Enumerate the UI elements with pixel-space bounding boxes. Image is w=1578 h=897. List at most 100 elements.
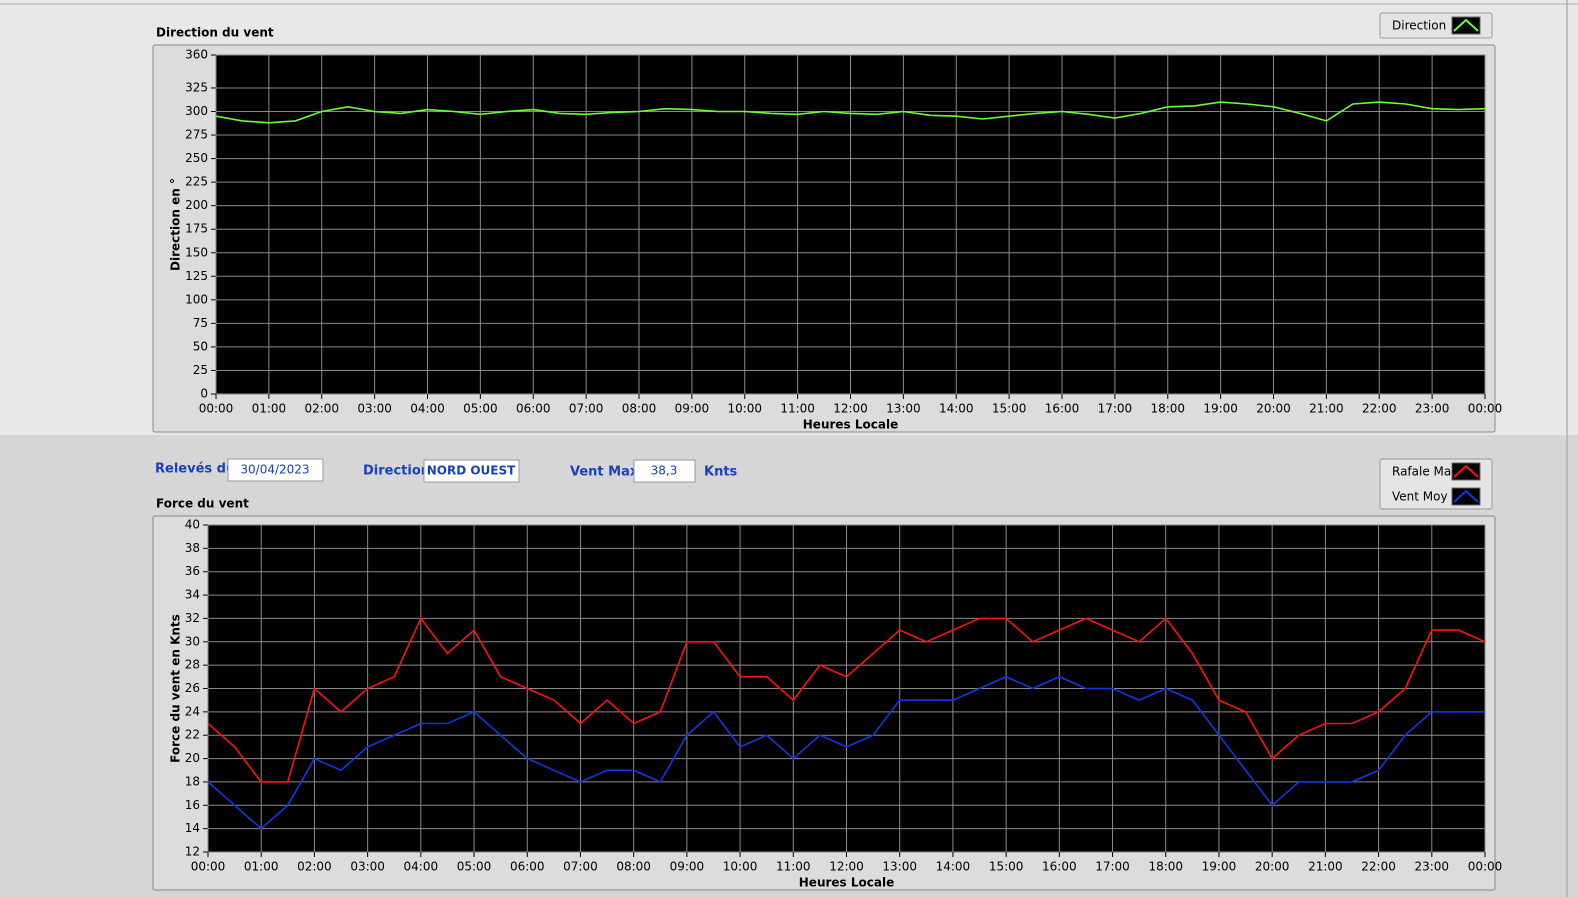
date-field[interactable] (227, 458, 324, 482)
y-tick-label: 30 (185, 634, 200, 648)
y-tick-label: 75 (193, 316, 208, 330)
x-tick-label: 13:00 (882, 860, 917, 874)
x-tick-label: 00:00 (191, 860, 226, 874)
x-tick-label: 18:00 (1148, 860, 1183, 874)
x-tick-label: 02:00 (297, 860, 332, 874)
vent-max-label: Vent Max (570, 465, 639, 480)
y-tick-label: 22 (185, 728, 200, 742)
x-tick-label: 12:00 (829, 860, 864, 874)
y-tick-label: 150 (185, 245, 208, 259)
y-tick-label: 25 (193, 363, 208, 377)
x-axis-label: Heures Locale (803, 418, 898, 432)
y-tick-label: 20 (185, 751, 200, 765)
y-tick-label: 225 (185, 175, 208, 189)
x-tick-label: 00:00 (1468, 402, 1503, 416)
x-tick-label: 20:00 (1256, 402, 1291, 416)
y-axis-label: Force du vent en Knts (169, 614, 183, 763)
x-tick-label: 23:00 (1415, 402, 1450, 416)
x-tick-label: 09:00 (675, 402, 710, 416)
x-tick-label: 00:00 (199, 402, 234, 416)
y-tick-label: 36 (185, 564, 200, 578)
x-tick-label: 16:00 (1042, 860, 1077, 874)
x-tick-label: 07:00 (569, 402, 604, 416)
x-tick-label: 19:00 (1202, 860, 1237, 874)
x-tick-label: 01:00 (252, 402, 287, 416)
x-tick-label: 06:00 (516, 402, 551, 416)
x-tick-label: 03:00 (350, 860, 385, 874)
y-tick-label: 275 (185, 128, 208, 142)
x-tick-label: 05:00 (463, 402, 498, 416)
y-tick-label: 250 (185, 151, 208, 165)
x-tick-label: 04:00 (410, 402, 445, 416)
legend-line (1453, 464, 1479, 478)
y-tick-label: 325 (185, 80, 208, 94)
direction-value: NORD OUEST (427, 464, 516, 478)
legend-swatch (1451, 16, 1481, 35)
x-tick-label: 15:00 (989, 860, 1024, 874)
x-tick-label: 02:00 (304, 402, 339, 416)
y-tick-label: 18 (185, 774, 200, 788)
x-tick-label: 16:00 (1045, 402, 1080, 416)
chart-title: Direction du vent (156, 26, 274, 40)
x-tick-label: 08:00 (616, 860, 651, 874)
unit-label: Knts (704, 465, 738, 480)
y-tick-label: 14 (185, 821, 200, 835)
x-tick-label: 05:00 (457, 860, 492, 874)
data-line (207, 675, 1485, 830)
x-tick-label: 10:00 (727, 402, 762, 416)
x-tick-label: 21:00 (1308, 860, 1343, 874)
x-tick-label: 01:00 (244, 860, 279, 874)
date-value: 30/04/2023 (240, 463, 309, 477)
y-tick-label: 100 (185, 292, 208, 306)
x-tick-label: 22:00 (1361, 860, 1396, 874)
x-tick-label: 07:00 (563, 860, 598, 874)
y-tick-label: 40 (185, 518, 200, 532)
y-tick-label: 38 (185, 541, 200, 555)
x-tick-label: 13:00 (886, 402, 921, 416)
legend-line (1453, 489, 1479, 503)
y-tick-label: 34 (185, 588, 200, 602)
y-tick-label: 26 (185, 681, 200, 695)
legend-label: Rafale Max (1392, 465, 1458, 479)
y-tick-label: 16 (185, 798, 200, 812)
x-tick-label: 12:00 (833, 402, 868, 416)
y-tick-label: 28 (185, 658, 200, 672)
direction-label: Direction (363, 464, 430, 479)
x-tick-label: 03:00 (357, 402, 392, 416)
x-tick-label: 20:00 (1255, 860, 1290, 874)
y-tick-label: 360 (185, 48, 208, 62)
y-axis-label: Direction en ° (169, 178, 183, 271)
direction-field[interactable] (423, 459, 520, 483)
x-tick-label: 18:00 (1150, 402, 1185, 416)
legend-line (1453, 18, 1479, 32)
legend-label: Direction (1392, 19, 1446, 33)
x-tick-label: 17:00 (1098, 402, 1133, 416)
y-tick-label: 200 (185, 198, 208, 212)
x-tick-label: 19:00 (1203, 402, 1238, 416)
x-tick-label: 00:00 (1468, 860, 1503, 874)
y-tick-label: 125 (185, 269, 208, 283)
y-tick-label: 32 (185, 611, 200, 625)
x-tick-label: 11:00 (776, 860, 811, 874)
x-tick-label: 06:00 (510, 860, 545, 874)
x-axis-label: Heures Locale (799, 876, 894, 890)
x-tick-label: 08:00 (622, 402, 657, 416)
x-tick-label: 23:00 (1414, 860, 1449, 874)
x-tick-label: 11:00 (780, 402, 815, 416)
vent-max-field[interactable] (633, 459, 696, 483)
x-tick-label: 14:00 (936, 860, 971, 874)
x-tick-label: 22:00 (1362, 402, 1397, 416)
x-tick-label: 10:00 (723, 860, 758, 874)
y-tick-label: 0 (200, 387, 208, 401)
x-tick-label: 09:00 (670, 860, 705, 874)
data-line (215, 101, 1486, 124)
y-tick-label: 175 (185, 222, 208, 236)
releves-label: Relevés du (155, 462, 235, 477)
x-tick-label: 15:00 (992, 402, 1027, 416)
x-tick-label: 21:00 (1309, 402, 1344, 416)
y-tick-label: 12 (185, 845, 200, 859)
legend-swatch (1451, 462, 1481, 481)
chart-title: Force du vent (156, 497, 249, 511)
x-tick-label: 17:00 (1095, 860, 1130, 874)
